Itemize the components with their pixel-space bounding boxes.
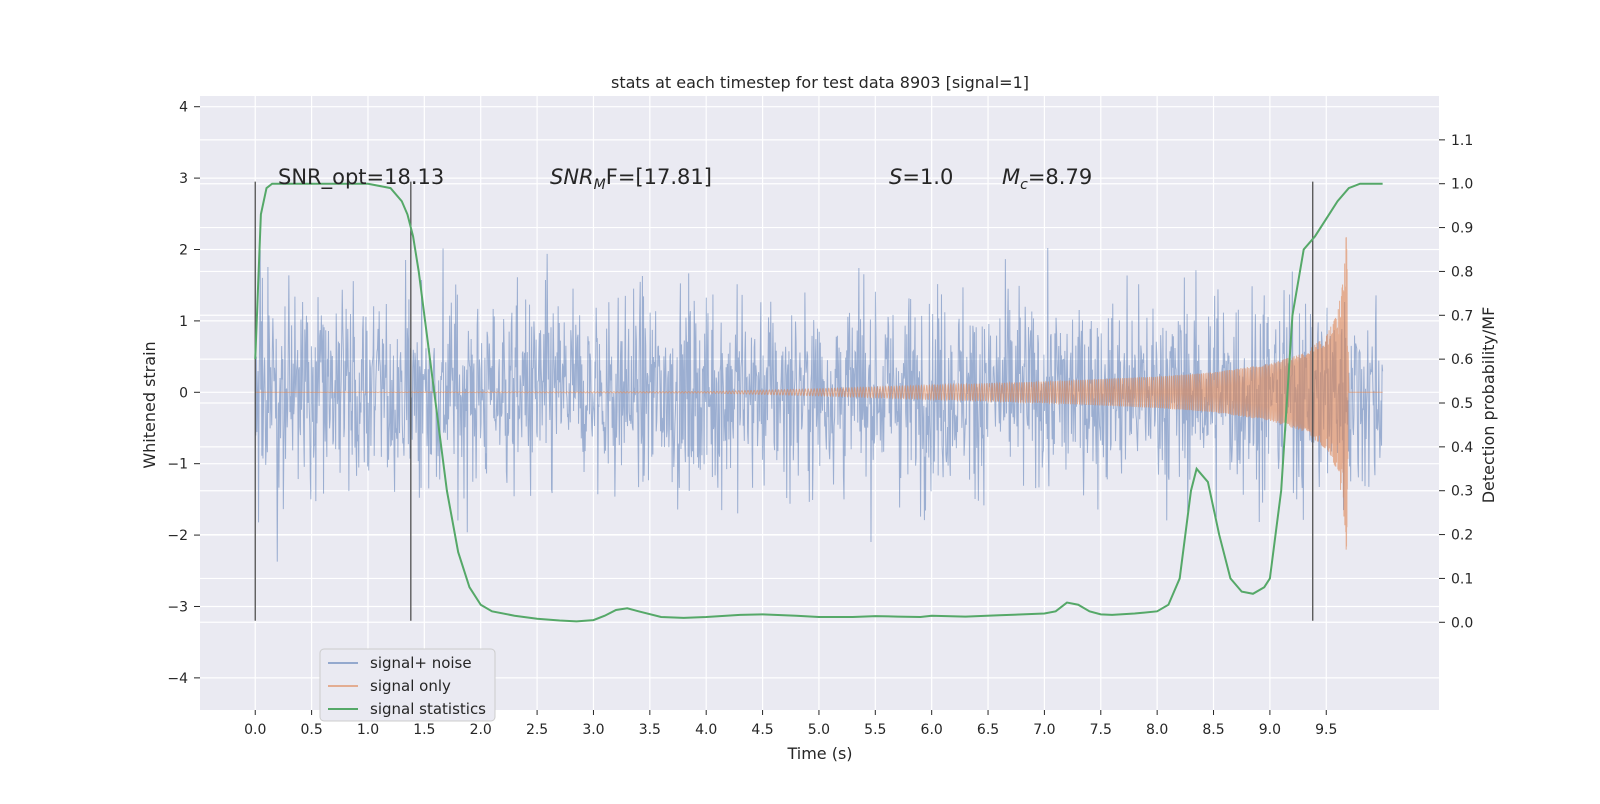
y-right-tick-label: 0.9 — [1451, 221, 1473, 237]
x-tick-label: 7.0 — [1033, 722, 1055, 738]
legend-label-signal-statistics: signal statistics — [370, 700, 486, 718]
x-tick-label: 7.5 — [1090, 722, 1112, 738]
x-tick-label: 9.0 — [1259, 722, 1281, 738]
y-left-tick-label: 2 — [179, 243, 188, 259]
x-tick-label: 9.5 — [1315, 722, 1337, 738]
y-left-tick-label: −4 — [167, 671, 188, 687]
legend: signal+ noise signal only signal statist… — [319, 648, 496, 722]
annotation-snr-opt: SNR_opt=18.13 — [278, 165, 444, 190]
y-right-tick-label: 0.6 — [1451, 352, 1473, 368]
y-left-tick-label: 1 — [179, 314, 188, 330]
y-right-tick-label: 0.5 — [1451, 396, 1473, 412]
annotation-snr-mf: SNRMF=[17.81] — [550, 165, 712, 193]
tick-layer: 0.0 0.5 1.0 1.5 2.0 2.5 3.0 3.5 4.0 4.5 5.0 5.5 6.0 6… — [167, 100, 1473, 738]
legend-label-signal-noise: signal+ noise — [370, 654, 472, 672]
x-tick-label: 3.5 — [639, 722, 661, 738]
x-axis-label: Time (s) — [786, 744, 852, 763]
annotation-s-symbol: S — [889, 165, 902, 189]
y-right-tick-label: 1.0 — [1451, 177, 1473, 193]
legend-box — [319, 648, 496, 722]
x-tick-label: 4.0 — [695, 722, 717, 738]
x-tick-label: 2.0 — [470, 722, 492, 738]
signal-only-series — [255, 237, 1383, 550]
x-tick-label: 1.5 — [413, 722, 435, 738]
y-right-tick-label: 0.0 — [1451, 615, 1473, 631]
y-right-tick-label: 0.3 — [1451, 484, 1473, 500]
y-right-tick-label: 0.2 — [1451, 528, 1473, 544]
x-tick-label: 5.0 — [808, 722, 830, 738]
y-left-tick-label: −1 — [167, 457, 188, 473]
x-tick-label: 5.5 — [864, 722, 886, 738]
x-tick-label: 6.0 — [921, 722, 943, 738]
annotation-mc-sub: c — [1020, 177, 1028, 193]
y-right-tick-label: 0.8 — [1451, 264, 1473, 280]
noise-trace — [254, 247, 1384, 562]
annotation-s: S=1.0 — [889, 165, 953, 189]
x-tick-label: 0.0 — [244, 722, 266, 738]
y-axis-label-left: Whitened strain — [140, 341, 159, 468]
annotations: SNR_opt=18.13 SNRMF=[17.81] S=1.0 Mc=8.7… — [278, 165, 1092, 193]
y-left-tick-label: 4 — [179, 100, 188, 116]
y-axis-label-right: Detection probability/MF — [1479, 307, 1498, 504]
annotation-mc-value: =8.79 — [1028, 165, 1092, 189]
annotation-snr-mf-sub: M — [594, 177, 606, 193]
y-left-tick-label: −2 — [167, 528, 188, 544]
x-tick-label: 8.0 — [1146, 722, 1168, 738]
x-tick-label: 3.0 — [582, 722, 604, 738]
annotation-s-value: =1.0 — [902, 165, 953, 189]
signal-only-trace — [255, 237, 1383, 550]
y-right-tick-label: 0.1 — [1451, 571, 1473, 587]
signal-statistics-series — [254, 182, 1383, 623]
x-tick-label: 1.0 — [357, 722, 379, 738]
vertical-markers — [254, 181, 1314, 621]
annotation-snr-mf-base: SNR — [550, 165, 594, 189]
legend-label-signal-only: signal only — [370, 677, 451, 695]
x-tick-label: 0.5 — [300, 722, 322, 738]
y-left-tick-label: 3 — [179, 171, 188, 187]
annotation-mc: Mc=8.79 — [1002, 165, 1092, 193]
annotation-mc-symbol: M — [1002, 165, 1020, 189]
x-tick-label: 4.5 — [751, 722, 773, 738]
noise-series — [254, 247, 1384, 562]
y-right-tick-label: 0.7 — [1451, 308, 1473, 324]
annotation-snr-mf-value: F=[17.81] — [606, 165, 712, 189]
y-left-tick-label: −3 — [167, 599, 188, 615]
y-right-tick-label: 0.4 — [1451, 440, 1473, 456]
x-tick-label: 8.5 — [1202, 722, 1224, 738]
x-tick-label: 2.5 — [526, 722, 548, 738]
signal-statistics-line — [254, 182, 1383, 623]
x-tick-label: 6.5 — [977, 722, 999, 738]
y-left-tick-label: 0 — [179, 385, 188, 401]
chart-title: stats at each timestep for test data 890… — [611, 73, 1029, 92]
y-right-tick-label: 1.1 — [1451, 133, 1473, 149]
